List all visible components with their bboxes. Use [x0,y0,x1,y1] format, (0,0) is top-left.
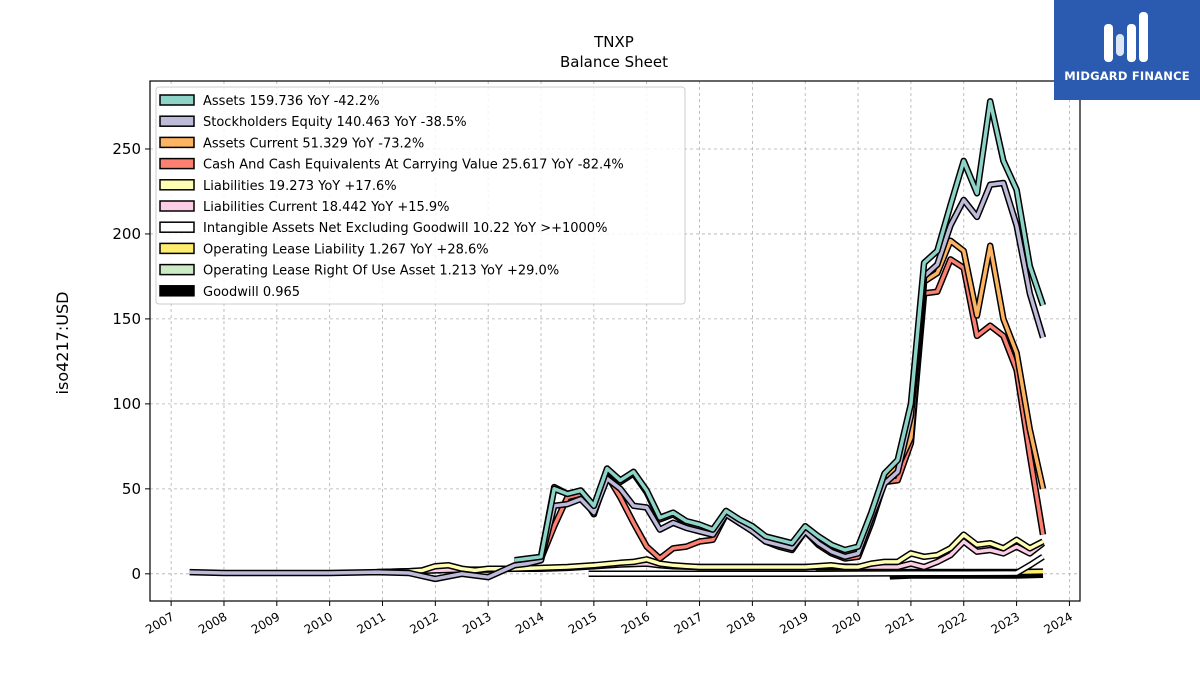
legend-label: Intangible Assets Net Excluding Goodwill… [203,221,607,236]
x-tick-label: 2014 [513,609,546,636]
y-axis-label: iso4217:USD [53,292,72,395]
x-tick-label: 2020 [830,609,863,636]
x-tick-label: 2016 [619,609,652,636]
x-tick-label: 2022 [936,609,969,636]
x-tick-label: 2007 [143,609,176,636]
y-tick-label: 150 [112,310,141,328]
legend-swatch [159,136,195,149]
x-tick-label: 2018 [724,609,757,636]
x-tick-label: 2021 [883,609,916,636]
x-tick-label: 2010 [302,609,335,636]
x-tick-label: 2008 [196,609,229,636]
x-tick-label: 2019 [777,609,810,636]
x-tick-label: 2017 [672,609,705,636]
legend-swatch [159,115,195,127]
legend-swatch [159,221,195,233]
x-tick-label: 2024 [1041,609,1074,636]
legend-swatch [159,263,195,276]
chart-title: TNXP [593,33,634,51]
legend-swatch [159,285,195,297]
legend: Assets 159.736 YoY -42.2% Stockholders Eq… [155,86,686,305]
x-tick-label: 2012 [407,609,440,636]
x-tick-label: 2013 [460,609,493,636]
y-tick-label: 250 [112,140,141,158]
x-tick-label: 2011 [355,609,388,636]
series-layer [189,98,1047,583]
y-tick-label: 200 [112,225,141,243]
series-line-assets [514,99,1045,562]
midgard-logo-mark-icon [1104,12,1148,62]
legend-label: Cash And Cash Equivalents At Carrying Va… [203,158,624,173]
x-tick-label: 2023 [989,609,1022,636]
midgard-finance-logo: MIDGARD FINANCE [1054,0,1200,100]
chart-subtitle: Balance Sheet [560,53,668,71]
plot-frame [149,80,1081,602]
legend-swatch [159,179,195,191]
legend-swatch [159,94,195,106]
y-tick-label: 50 [122,480,141,498]
x-tick-label: 2009 [249,609,282,636]
legend-label: Assets Current 51.329 YoY -73.2% [203,136,424,151]
legend-swatch [159,242,195,255]
legend-swatch [159,157,195,170]
legend-label: Assets 159.736 YoY -42.2% [203,94,380,109]
legend-label: Operating Lease Right Of Use Asset 1.213… [203,264,559,279]
x-tick-label: 2015 [566,609,599,636]
logo-brand-text: MIDGARD FINANCE [1064,69,1190,83]
legend-label: Liabilities 19.273 YoY +17.6% [203,179,397,194]
series-line-liabilities [377,532,1044,574]
legend-box [155,86,686,305]
legend-label: Liabilities Current 18.442 YoY +15.9% [203,200,450,215]
legend-label: Stockholders Equity 140.463 YoY -38.5% [203,115,467,130]
legend-label: Operating Lease Liability 1.267 YoY +28.… [203,242,489,257]
legend-label: Goodwill 0.965 [203,285,300,300]
series-line-intangible-assets-net-excluding-goodwill [588,555,1044,576]
legend-swatch [159,200,195,212]
y-tick-label: 100 [112,395,141,413]
y-tick-label: 0 [131,565,141,583]
